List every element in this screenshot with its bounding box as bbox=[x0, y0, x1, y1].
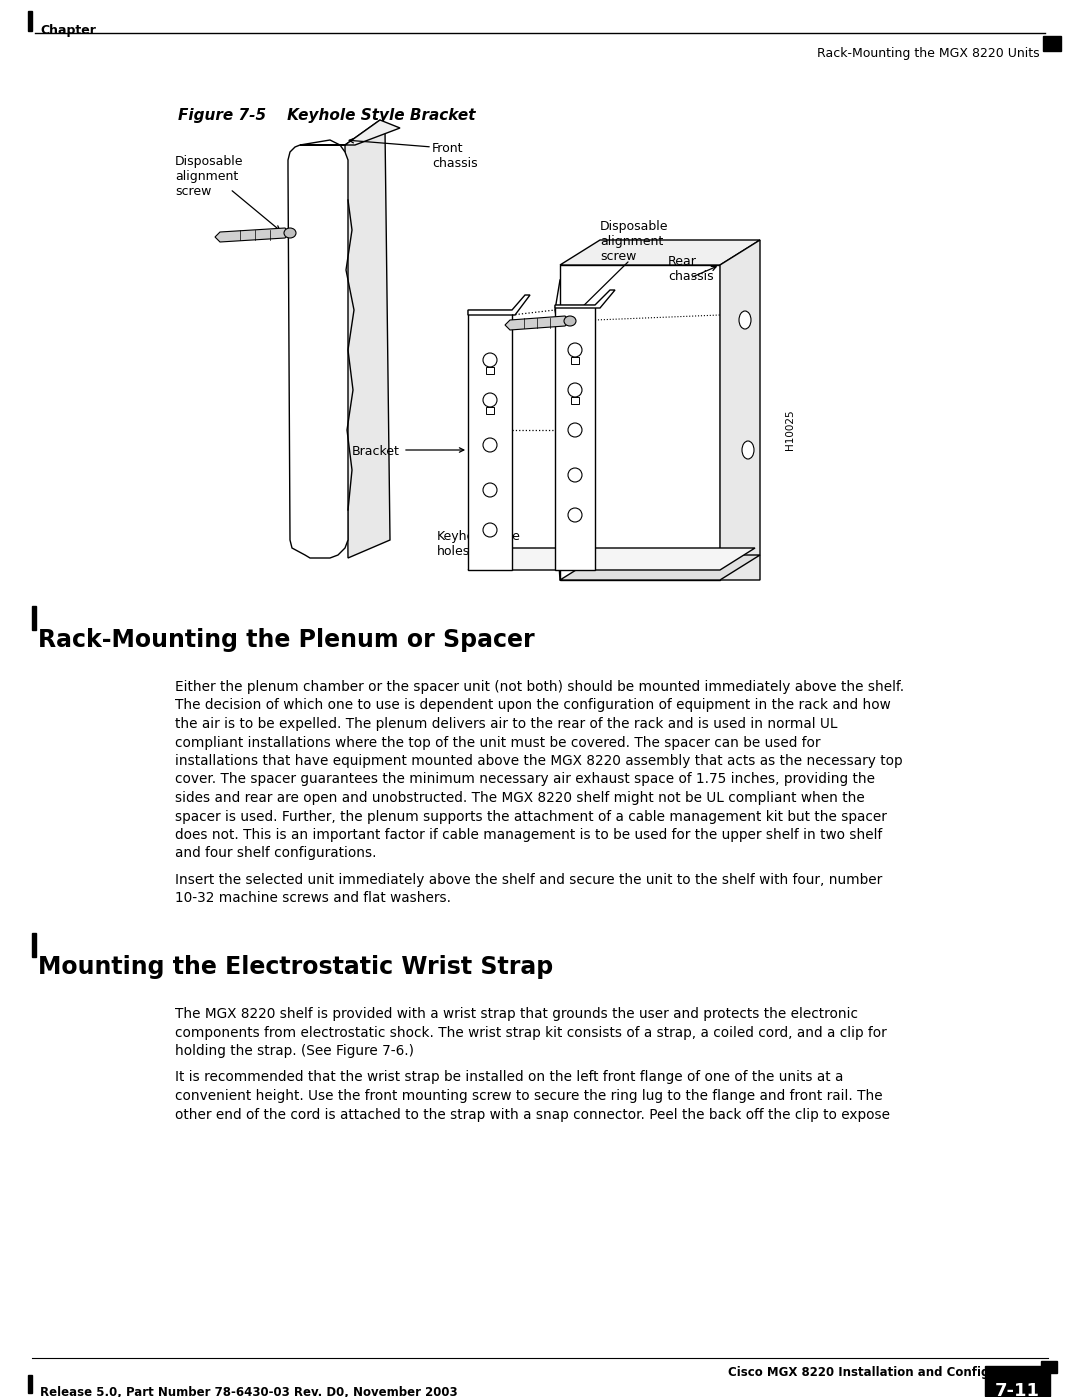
Polygon shape bbox=[486, 407, 494, 414]
Text: Mounting the Electrostatic Wrist Strap: Mounting the Electrostatic Wrist Strap bbox=[38, 956, 553, 979]
Text: 7-11: 7-11 bbox=[995, 1382, 1039, 1397]
Bar bbox=[1041, 1361, 1057, 1373]
Circle shape bbox=[568, 423, 582, 437]
Circle shape bbox=[568, 468, 582, 482]
Polygon shape bbox=[288, 140, 348, 557]
Text: Disposable
alignment
screw: Disposable alignment screw bbox=[600, 219, 669, 263]
Text: Front
chassis: Front chassis bbox=[432, 142, 477, 170]
Polygon shape bbox=[720, 240, 760, 580]
Ellipse shape bbox=[742, 441, 754, 460]
Polygon shape bbox=[571, 358, 579, 365]
Polygon shape bbox=[486, 367, 494, 374]
Text: components from electrostatic shock. The wrist strap kit consists of a strap, a : components from electrostatic shock. The… bbox=[175, 1025, 887, 1039]
Text: Cisco MGX 8220 Installation and Configuration: Cisco MGX 8220 Installation and Configur… bbox=[729, 1366, 1038, 1379]
Text: Rear
chassis: Rear chassis bbox=[669, 256, 714, 284]
Text: does not. This is an important factor if cable management is to be used for the : does not. This is an important factor if… bbox=[175, 828, 882, 842]
Text: Rack-Mounting the MGX 8220 Units: Rack-Mounting the MGX 8220 Units bbox=[818, 47, 1040, 60]
Bar bbox=[32, 933, 36, 957]
Circle shape bbox=[483, 393, 497, 407]
Circle shape bbox=[483, 439, 497, 453]
Polygon shape bbox=[555, 305, 595, 570]
Ellipse shape bbox=[564, 316, 576, 326]
Circle shape bbox=[483, 483, 497, 497]
Text: The decision of which one to use is dependent upon the configuration of equipmen: The decision of which one to use is depe… bbox=[175, 698, 891, 712]
Polygon shape bbox=[505, 316, 570, 330]
Ellipse shape bbox=[739, 312, 751, 330]
Polygon shape bbox=[215, 228, 291, 242]
Text: Chapter: Chapter bbox=[40, 24, 96, 36]
Ellipse shape bbox=[284, 228, 296, 237]
Text: installations that have equipment mounted above the MGX 8220 assembly that acts : installations that have equipment mounte… bbox=[175, 754, 903, 768]
Polygon shape bbox=[561, 265, 720, 580]
Polygon shape bbox=[468, 295, 530, 314]
Text: cover. The spacer guarantees the minimum necessary air exhaust space of 1.75 inc: cover. The spacer guarantees the minimum… bbox=[175, 773, 875, 787]
Text: spacer is used. Further, the plenum supports the attachment of a cable managemen: spacer is used. Further, the plenum supp… bbox=[175, 809, 887, 823]
Bar bbox=[28, 1375, 32, 1393]
Polygon shape bbox=[561, 555, 760, 580]
Polygon shape bbox=[571, 397, 579, 404]
Bar bbox=[28, 11, 32, 31]
Text: Spacer: Spacer bbox=[616, 555, 660, 569]
Circle shape bbox=[483, 353, 497, 367]
Polygon shape bbox=[345, 120, 390, 557]
Bar bbox=[32, 606, 36, 630]
Text: Figure 7-5    Keyhole Style Bracket: Figure 7-5 Keyhole Style Bracket bbox=[178, 108, 475, 123]
Polygon shape bbox=[468, 310, 512, 570]
Text: Insert the selected unit immediately above the shelf and secure the unit to the : Insert the selected unit immediately abo… bbox=[175, 873, 882, 887]
Text: The MGX 8220 shelf is provided with a wrist strap that grounds the user and prot: The MGX 8220 shelf is provided with a wr… bbox=[175, 1007, 858, 1021]
Text: and four shelf configurations.: and four shelf configurations. bbox=[175, 847, 377, 861]
Bar bbox=[1043, 36, 1061, 52]
Text: the air is to be expelled. The plenum delivers air to the rear of the rack and i: the air is to be expelled. The plenum de… bbox=[175, 717, 837, 731]
Polygon shape bbox=[300, 120, 400, 145]
Circle shape bbox=[568, 383, 582, 397]
Text: Disposable
alignment
screw: Disposable alignment screw bbox=[175, 155, 243, 198]
Polygon shape bbox=[561, 240, 760, 265]
Polygon shape bbox=[468, 548, 755, 570]
Text: other end of the cord is attached to the strap with a snap connector. Peel the b: other end of the cord is attached to the… bbox=[175, 1108, 890, 1122]
Text: Either the plenum chamber or the spacer unit (not both) should be mounted immedi: Either the plenum chamber or the spacer … bbox=[175, 680, 904, 694]
Text: Bracket: Bracket bbox=[352, 446, 400, 458]
Bar bbox=[985, 1366, 1050, 1396]
Text: Keyhole-style
holes: Keyhole-style holes bbox=[437, 529, 521, 557]
Text: 10-32 machine screws and flat washers.: 10-32 machine screws and flat washers. bbox=[175, 891, 451, 905]
Text: Release 5.0, Part Number 78-6430-03 Rev. D0, November 2003: Release 5.0, Part Number 78-6430-03 Rev.… bbox=[40, 1386, 458, 1397]
Circle shape bbox=[483, 522, 497, 536]
Text: convenient height. Use the front mounting screw to secure the ring lug to the fl: convenient height. Use the front mountin… bbox=[175, 1090, 882, 1104]
Circle shape bbox=[568, 344, 582, 358]
Circle shape bbox=[568, 509, 582, 522]
Text: Rack-Mounting the Plenum or Spacer: Rack-Mounting the Plenum or Spacer bbox=[38, 629, 535, 652]
Polygon shape bbox=[555, 291, 615, 307]
Text: holding the strap. (See Figure 7-6.): holding the strap. (See Figure 7-6.) bbox=[175, 1044, 414, 1058]
Text: It is recommended that the wrist strap be installed on the left front flange of : It is recommended that the wrist strap b… bbox=[175, 1070, 843, 1084]
Text: H10025: H10025 bbox=[785, 409, 795, 450]
Text: sides and rear are open and unobstructed. The MGX 8220 shelf might not be UL com: sides and rear are open and unobstructed… bbox=[175, 791, 865, 805]
Text: compliant installations where the top of the unit must be covered. The spacer ca: compliant installations where the top of… bbox=[175, 735, 821, 750]
